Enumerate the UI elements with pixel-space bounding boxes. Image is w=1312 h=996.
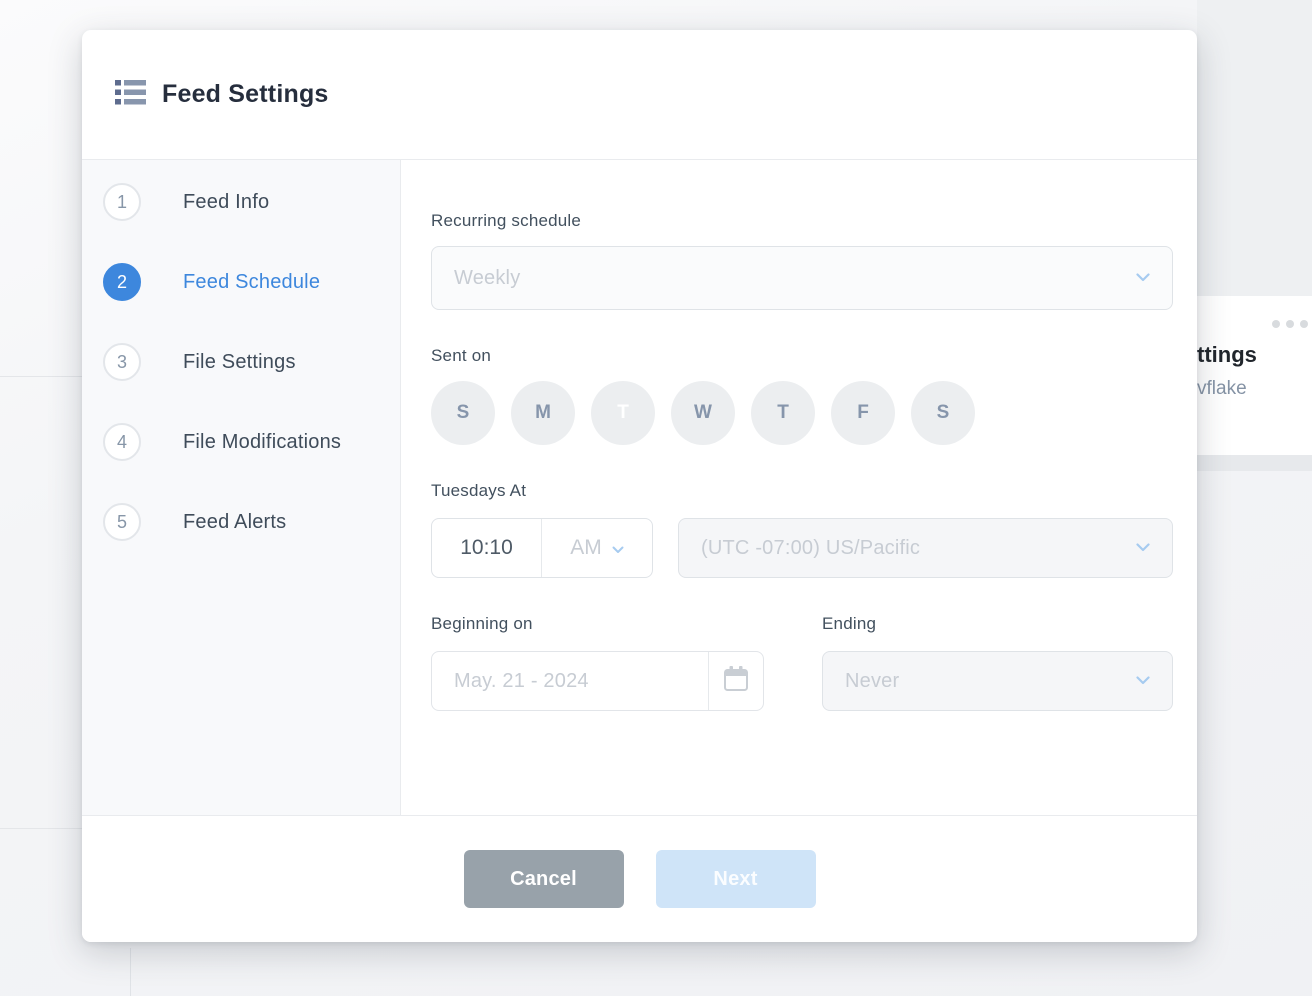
day-monday[interactable]: M xyxy=(511,381,575,445)
day-sunday[interactable]: S xyxy=(431,381,495,445)
sent-on-label: Sent on xyxy=(431,346,492,365)
background-card-subtitle: vflake xyxy=(1197,378,1247,399)
time-input[interactable]: 10:10 xyxy=(432,519,542,577)
modal-body: 1 Feed Info 2 Feed Schedule 3 File Setti… xyxy=(82,160,1197,815)
day-picker: S M T W T F S xyxy=(431,381,1173,445)
beginning-on-field: Beginning on May. 21 - 2024 xyxy=(431,614,764,711)
step-number: 5 xyxy=(103,503,141,541)
day-thursday[interactable]: T xyxy=(751,381,815,445)
time-box: 10:10 AM xyxy=(431,518,653,578)
beginning-on-label: Beginning on xyxy=(431,614,533,633)
step-number: 3 xyxy=(103,343,141,381)
calendar-button[interactable] xyxy=(709,652,763,710)
step-file-modifications[interactable]: 4 File Modifications xyxy=(103,423,400,461)
background-panel xyxy=(1197,0,1312,296)
background-divider xyxy=(130,948,131,996)
step-feed-schedule[interactable]: 2 Feed Schedule xyxy=(103,263,400,301)
meridiem-select[interactable]: AM xyxy=(542,519,652,577)
step-number: 4 xyxy=(103,423,141,461)
time-row: 10:10 AM (UTC -07:00) US/Pacific xyxy=(431,518,1173,578)
day-wednesday[interactable]: W xyxy=(671,381,735,445)
recurring-schedule-select[interactable]: Weekly xyxy=(431,246,1173,310)
cancel-button[interactable]: Cancel xyxy=(463,850,624,908)
ellipsis-icon[interactable] xyxy=(1272,320,1308,328)
day-saturday[interactable]: S xyxy=(911,381,975,445)
ending-field: Ending Never xyxy=(822,614,1173,711)
step-label: File Modifications xyxy=(183,430,342,453)
background-divider xyxy=(0,376,82,377)
ending-value: Never xyxy=(845,669,900,692)
step-number: 1 xyxy=(103,183,141,221)
step-label: Feed Alerts xyxy=(183,510,287,533)
meridiem-value: AM xyxy=(570,536,602,559)
step-number: 2 xyxy=(103,263,141,301)
step-feed-alerts[interactable]: 5 Feed Alerts xyxy=(103,503,400,541)
timezone-select[interactable]: (UTC -07:00) US/Pacific xyxy=(678,518,1173,578)
beginning-on-value: May. 21 - 2024 xyxy=(432,652,709,710)
background-card-edge xyxy=(1197,455,1312,471)
next-button[interactable]: Next xyxy=(655,850,816,908)
chevron-down-icon xyxy=(1136,672,1150,690)
chevron-down-icon xyxy=(1136,269,1150,287)
beginning-on-input[interactable]: May. 21 - 2024 xyxy=(431,651,764,711)
step-file-settings[interactable]: 3 File Settings xyxy=(103,343,400,381)
timezone-value: (UTC -07:00) US/Pacific xyxy=(701,536,921,559)
recurring-schedule-label: Recurring schedule xyxy=(431,211,582,230)
feed-settings-modal: Feed Settings 1 Feed Info 2 Feed Schedul… xyxy=(82,30,1197,942)
background-divider xyxy=(0,828,82,829)
step-label: Feed Info xyxy=(183,190,270,213)
date-row: Beginning on May. 21 - 2024 xyxy=(431,614,1173,711)
feed-schedule-form: Recurring schedule Weekly Sent on S M T … xyxy=(401,160,1197,815)
step-label: File Settings xyxy=(183,350,296,373)
ending-label: Ending xyxy=(822,614,877,633)
background-card-title: ttings xyxy=(1197,342,1257,367)
list-icon xyxy=(115,79,146,111)
step-feed-info[interactable]: 1 Feed Info xyxy=(103,183,400,221)
day-friday[interactable]: F xyxy=(831,381,895,445)
chevron-down-icon xyxy=(612,536,624,560)
chevron-down-icon xyxy=(1136,539,1150,557)
time-label: Tuesdays At xyxy=(431,481,527,500)
recurring-schedule-value: Weekly xyxy=(454,266,521,289)
modal-footer: Cancel Next xyxy=(82,815,1197,942)
step-label: Feed Schedule xyxy=(183,270,321,293)
calendar-icon xyxy=(723,665,749,697)
modal-header: Feed Settings xyxy=(82,30,1197,160)
steps-sidebar: 1 Feed Info 2 Feed Schedule 3 File Setti… xyxy=(82,160,401,815)
modal-title: Feed Settings xyxy=(162,80,329,108)
background-feed-card: ttings vflake xyxy=(1197,296,1312,455)
day-tuesday[interactable]: T xyxy=(591,381,655,445)
ending-select[interactable]: Never xyxy=(822,651,1173,711)
